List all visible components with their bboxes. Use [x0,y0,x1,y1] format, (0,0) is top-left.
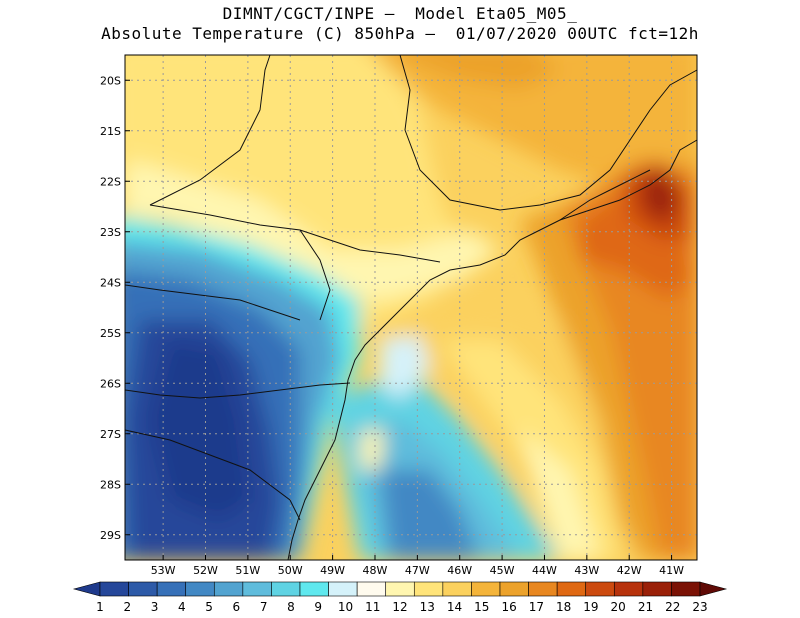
colorbar-segment [556,581,587,597]
lat-label: 24S [100,276,121,289]
temperature-field [125,55,697,560]
lon-label: 50W [278,564,303,577]
lat-label: 28S [100,478,121,491]
lon-label: 46W [447,564,472,577]
map-frame [124,54,698,561]
colorbar-label: 14 [447,600,462,614]
lon-label: 42W [617,564,642,577]
colorbar-label: 18 [556,600,571,614]
colorbar-label: 20 [611,600,626,614]
map-title-line2: Absolute Temperature (C) 850hPa – 01/07/… [101,24,699,43]
colorbar-segment [128,581,158,597]
lat-label: 25S [100,327,121,340]
lat-label: 27S [100,428,121,441]
latitude-labels: 20S 21S 22S 23S 24S 25S 26S 27S 28S 29S [100,74,121,542]
lon-label: 52W [193,564,218,577]
lat-label: 26S [100,377,121,390]
state-border-pr-sp [299,229,441,263]
colorbar-label: 11 [365,600,380,614]
colorbar-label: 10 [338,600,353,614]
graticule [125,55,697,560]
lat-label: 20S [100,74,121,87]
lon-label: 47W [405,564,430,577]
lon-label: 41W [659,564,684,577]
colorbar-segment [356,581,387,597]
state-border-mg-sp [399,54,698,211]
colorbar-segment [585,581,615,597]
lon-label: 48W [363,564,388,577]
colorbar-label: 1 [96,600,104,614]
colorbar-label: 13 [420,600,435,614]
colorbar-segment [528,581,558,597]
state-border-pr-sc [124,382,351,399]
colorbar-label: 19 [583,600,598,614]
lat-label: 29S [100,529,121,542]
colorbar-segment [671,581,701,597]
colorbar-segment [642,581,672,597]
colorbar-segments [72,581,728,597]
colorbar-arrow-right [699,581,728,597]
lon-label: 49W [320,564,345,577]
colorbar-arrow-left [72,581,101,597]
colorbar-label: 21 [638,600,653,614]
colorbar-label: 2 [123,600,131,614]
lat-label: 21S [100,125,121,138]
colorbar-label: 7 [260,600,268,614]
colorbar-segment [413,581,444,597]
colorbar-segment [156,581,187,597]
lon-label: 43W [574,564,599,577]
colorbar-segment [99,581,129,597]
colorbar-label: 4 [178,600,186,614]
colorbar-segment [299,581,329,597]
colorbar-segment [242,581,272,597]
colorbar-label: 3 [151,600,159,614]
boundary-lines [124,54,698,561]
colorbar-label: 12 [392,600,407,614]
colorbar-label: 6 [233,600,241,614]
lon-label: 53W [151,564,176,577]
axis-ticks [125,79,673,560]
colorbar-segment [185,581,215,597]
longitude-labels: 53W 52W 51W 50W 49W 48W 47W 46W 45W 44W 43W 42W 41W [151,564,684,577]
state-border-ms-sp [149,54,271,206]
state-border-mg-rj [559,169,651,221]
colorbar-segment [613,581,644,597]
colorbar-label: 23 [692,600,707,614]
colorbar-segment [471,581,501,597]
colorbar-labels: 1 2 3 4 5 6 7 8 9 10 11 12 13 14 15 16 17 18 19 20 21 22 23 [96,600,707,614]
colorbar-segment [271,581,301,597]
lon-label: 45W [490,564,515,577]
colorbar-label: 8 [287,600,295,614]
coastline [287,139,698,561]
colorbar-segment [213,581,244,597]
international-border [124,284,301,321]
lon-label: 44W [532,564,557,577]
colorbar-label: 5 [205,600,213,614]
lat-label: 22S [100,175,121,188]
colorbar-segment [385,581,415,597]
colorbar-segment [499,581,529,597]
colorbar-segment [442,581,472,597]
state-border-sc-rs [124,429,301,521]
map-title-line1: DIMNT/CGCT/INPE – Model Eta05_M05_ [222,4,578,23]
colorbar-segment [328,581,358,597]
lon-label: 51W [235,564,260,577]
state-border-ms-pr [149,204,331,321]
colorbar-label: 17 [529,600,544,614]
colorbar-label: 15 [474,600,489,614]
colorbar-label: 9 [314,600,322,614]
colorbar-label: 22 [665,600,680,614]
colorbar-label: 16 [501,600,516,614]
lat-label: 23S [100,226,121,239]
